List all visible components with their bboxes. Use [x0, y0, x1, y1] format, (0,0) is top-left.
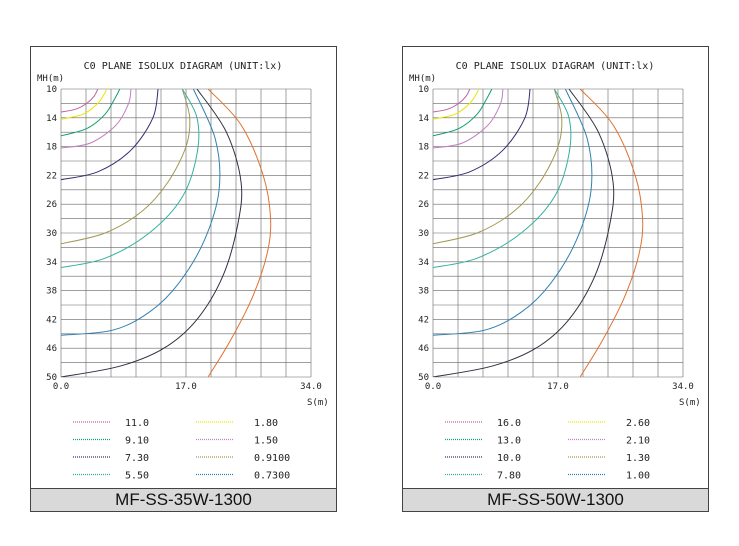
- isolux-curve-9-10: [61, 89, 108, 120]
- isolux-curve-1-80: [61, 89, 191, 245]
- y-tick-label: 10: [418, 85, 429, 95]
- y-tick-label: 14: [46, 114, 57, 124]
- legend-label: 7.30: [125, 453, 149, 464]
- isolux-curve-1-50: [61, 89, 200, 269]
- model-label-right: MF-SS-50W-1300: [403, 488, 708, 511]
- isolux-curve-5-50: [61, 89, 132, 149]
- isolux-curve-13-0: [433, 89, 480, 120]
- legend-label: 2.60: [626, 418, 650, 429]
- isolux-curve-2-10: [433, 89, 572, 269]
- isolux-curve-2-60: [433, 89, 563, 245]
- legend-label: 2.10: [626, 436, 650, 447]
- isolux-chart-right: C0 PLANE ISOLUX DIAGRAM (UNIT:lx)MH(m)10…: [409, 61, 701, 489]
- y-tick-label: 26: [418, 200, 429, 210]
- legend-label: 16.0: [497, 418, 521, 429]
- y-tick-label: 30: [46, 229, 57, 239]
- y-tick-label: 50: [418, 373, 429, 383]
- isolux-curve-16-0: [433, 89, 471, 113]
- legend-label: 11.0: [125, 418, 149, 429]
- isolux-panel-left: C0 PLANE ISOLUX DIAGRAM (UNIT:lx) MH(m) 10…: [30, 46, 337, 512]
- legend-label: 1.30: [626, 453, 650, 464]
- y-tick-label: 34: [46, 258, 57, 268]
- x-tick-label: 34.0: [300, 382, 322, 392]
- x-tick-label: 0.0: [425, 382, 441, 392]
- y-tick-label: 22: [418, 171, 429, 181]
- chart-title: C0 PLANE ISOLUX DIAGRAM (UNIT:lx): [84, 61, 283, 72]
- y-axis-label: MH(m): [37, 74, 64, 84]
- x-axis-label: S(m): [679, 398, 701, 408]
- legend-label: 0.9100: [254, 453, 290, 464]
- y-tick-label: 38: [418, 287, 429, 297]
- y-tick-label: 34: [418, 258, 429, 268]
- x-tick-label: 0.0: [53, 382, 69, 392]
- x-axis-label: S(m): [307, 398, 329, 408]
- isolux-curve-0-5500: [207, 89, 272, 377]
- y-tick-label: 42: [418, 315, 429, 325]
- isolux-panel-right: C0 PLANE ISOLUX DIAGRAM (UNIT:lx) MH(m) 10…: [402, 46, 709, 512]
- isolux-curve-11-0: [61, 89, 99, 113]
- legend-label: 10.0: [497, 453, 521, 464]
- legend-label: 0.7300: [254, 471, 290, 482]
- y-tick-label: 22: [46, 171, 57, 181]
- x-tick-label: 17.0: [547, 382, 569, 392]
- isolux-curve-1-30: [433, 89, 593, 336]
- y-tick-label: 18: [418, 143, 429, 153]
- isolux-curve-0-7300: [61, 89, 243, 377]
- y-tick-label: 46: [46, 344, 57, 354]
- y-tick-label: 30: [418, 229, 429, 239]
- y-tick-label: 46: [418, 344, 429, 354]
- isolux-curve-7-80: [433, 89, 504, 149]
- y-axis-label: MH(m): [409, 74, 436, 84]
- chart-title: C0 PLANE ISOLUX DIAGRAM (UNIT:lx): [456, 61, 655, 72]
- y-tick-label: 50: [46, 373, 57, 383]
- isolux-curve-1-00: [433, 89, 615, 377]
- isolux-curve-0-9100: [61, 89, 221, 336]
- isolux-curve-10-0: [433, 89, 493, 137]
- isolux-chart-left: C0 PLANE ISOLUX DIAGRAM (UNIT:lx) MH(m)10…: [37, 61, 329, 489]
- y-tick-label: 14: [418, 114, 429, 124]
- legend-label: 1.50: [254, 436, 278, 447]
- isolux-curve-0-7800: [579, 89, 644, 377]
- legend-label: 13.0: [497, 436, 521, 447]
- y-tick-label: 42: [46, 315, 57, 325]
- legend-label: 7.80: [497, 471, 521, 482]
- legend-label: 5.50: [125, 471, 149, 482]
- y-tick-label: 26: [46, 200, 57, 210]
- x-tick-label: 34.0: [672, 382, 694, 392]
- isolux-curve-3-70: [61, 89, 159, 181]
- x-tick-label: 17.0: [175, 382, 197, 392]
- model-label-left: MF-SS-35W-1300: [31, 488, 336, 511]
- isolux-curve-5-20: [433, 89, 531, 181]
- legend-label: 1.80: [254, 418, 278, 429]
- isolux-curve-7-30: [61, 89, 121, 137]
- legend-label: 1.00: [626, 471, 650, 482]
- y-tick-label: 18: [46, 143, 57, 153]
- y-tick-label: 38: [46, 287, 57, 297]
- legend-label: 9.10: [125, 436, 149, 447]
- y-tick-label: 10: [46, 85, 57, 95]
